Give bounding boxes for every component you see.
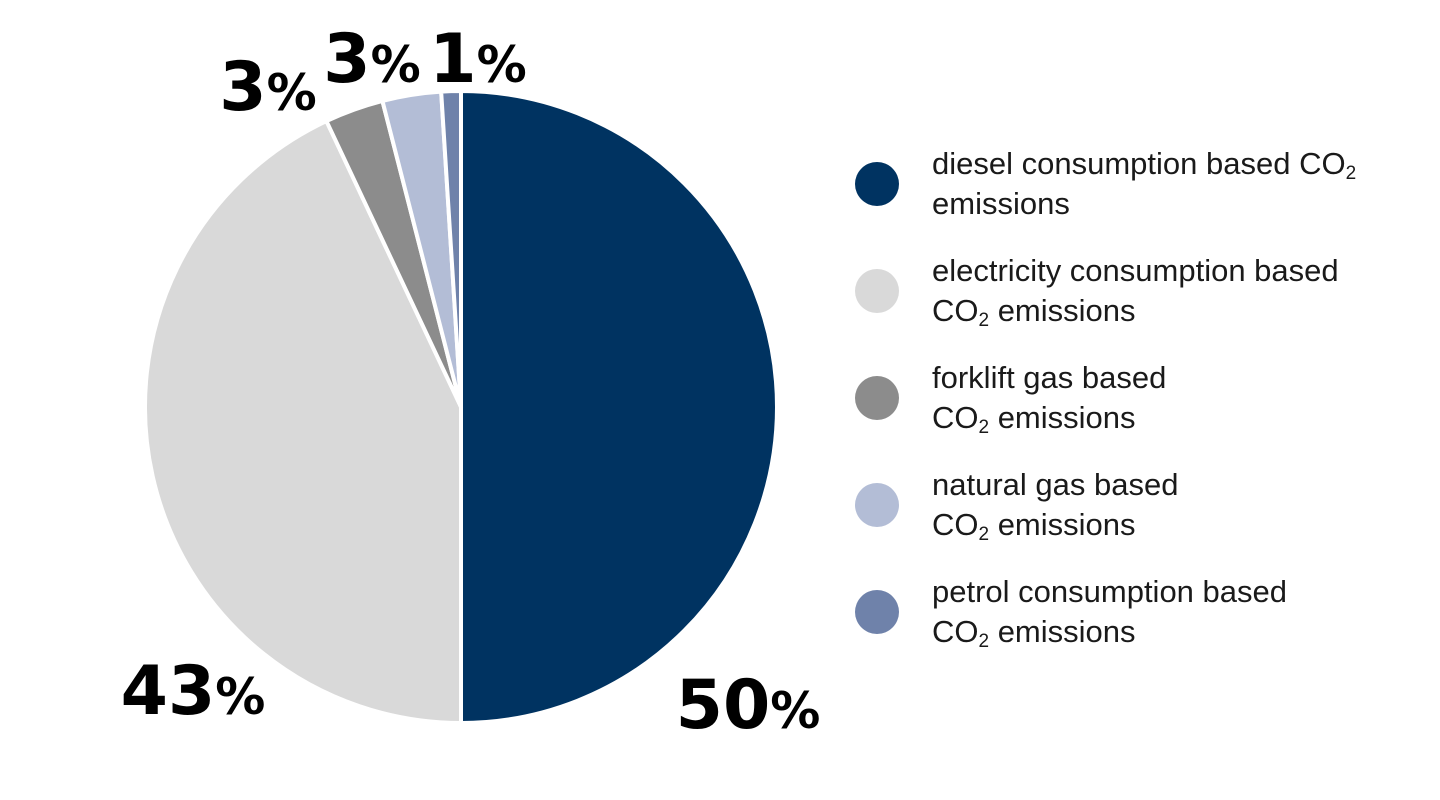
legend-subscript: 2 xyxy=(978,523,990,545)
legend-subscript: 2 xyxy=(978,416,990,438)
legend-line2: CO2 emissions xyxy=(932,612,1287,652)
legend-subscript: 2 xyxy=(978,309,990,331)
legend-co-text: CO xyxy=(932,613,979,649)
legend-line2: CO2 emissions xyxy=(932,291,1339,331)
legend-line2: CO2 emissions xyxy=(932,398,1166,438)
legend-post-text: emissions xyxy=(989,613,1136,649)
legend-text-forklift-gas: forklift gas based CO2 emissions xyxy=(932,358,1166,438)
legend-text-diesel: diesel consumption based CO2 emissions xyxy=(932,144,1356,224)
legend-post-text: emissions xyxy=(989,399,1136,435)
legend-line2: CO2 emissions xyxy=(932,505,1178,545)
legend-subscript: 2 xyxy=(1345,162,1357,184)
legend-item-diesel: diesel consumption based CO2 emissions xyxy=(855,130,1425,237)
legend: diesel consumption based CO2 emissions e… xyxy=(855,130,1425,665)
legend-post-text: emissions xyxy=(989,506,1136,542)
pie-slice-electricity xyxy=(143,119,463,725)
pie-slices xyxy=(143,89,779,725)
legend-co-text: CO xyxy=(932,506,979,542)
legend-line1: electricity consumption based xyxy=(932,252,1339,288)
legend-co-text: CO xyxy=(932,399,979,435)
legend-co-text: CO xyxy=(932,292,979,328)
legend-line1-text: diesel consumption based CO xyxy=(932,145,1346,181)
legend-item-electricity: electricity consumption based CO2 emissi… xyxy=(855,237,1425,344)
legend-text-petrol: petrol consumption based CO2 emissions xyxy=(932,572,1287,652)
legend-line1: natural gas based xyxy=(932,466,1179,502)
legend-swatch-petrol xyxy=(855,589,899,634)
pie-label-diesel: 50% xyxy=(676,666,821,745)
legend-swatch-diesel xyxy=(855,161,899,206)
legend-item-natural-gas: natural gas based CO2 emissions xyxy=(855,451,1425,558)
pie-label-natural-gas: 3% xyxy=(323,20,420,99)
pie-label-forklift-gas: 3% xyxy=(219,48,316,127)
pie-label-petrol: 1% xyxy=(429,20,526,99)
legend-item-forklift-gas: forklift gas based CO2 emissions xyxy=(855,344,1425,451)
pie-labels: 50%43%3% 3% 1% xyxy=(121,20,821,745)
legend-post-text: emissions xyxy=(989,292,1136,328)
pie-slice-petrol xyxy=(439,89,463,409)
legend-text-electricity: electricity consumption based CO2 emissi… xyxy=(932,251,1339,331)
pie-slice-diesel xyxy=(459,89,779,725)
legend-line1: diesel consumption based CO2 xyxy=(932,144,1356,184)
legend-swatch-natural-gas xyxy=(855,482,899,527)
legend-swatch-electricity xyxy=(855,268,899,313)
legend-line1: forklift gas based xyxy=(932,359,1167,395)
legend-item-petrol: petrol consumption based CO2 emissions xyxy=(855,558,1425,665)
legend-swatch-forklift-gas xyxy=(855,375,899,420)
pie-label-electricity: 43% xyxy=(121,652,266,731)
legend-line2: emissions xyxy=(932,185,1070,221)
legend-line1: petrol consumption based xyxy=(932,573,1288,609)
legend-text-natural-gas: natural gas based CO2 emissions xyxy=(932,465,1178,545)
legend-subscript: 2 xyxy=(978,630,990,652)
